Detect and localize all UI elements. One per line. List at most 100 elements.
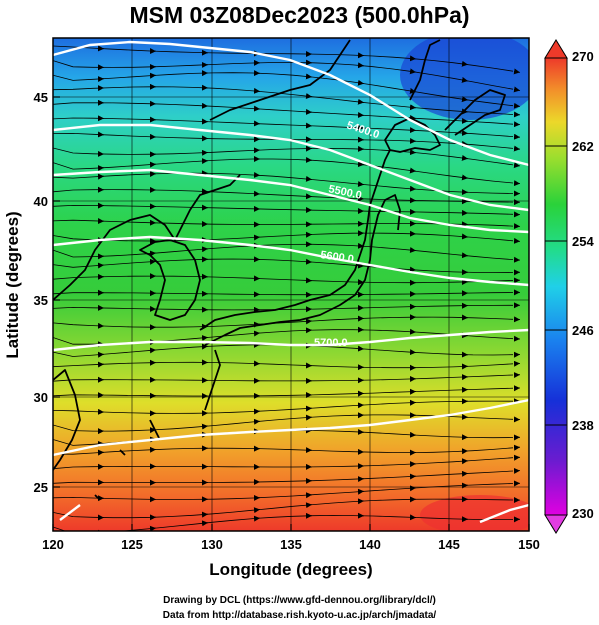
wind-arrow (357, 79, 365, 86)
wind-arrow (201, 520, 209, 527)
wind-arrow (305, 502, 313, 509)
streamline (53, 400, 514, 414)
wind-arrow (461, 252, 469, 259)
x-tick-label: 130 (201, 537, 223, 552)
colorbar-tick-label: 270 (572, 49, 594, 64)
x-axis-label: Longitude (degrees) (209, 560, 372, 579)
wind-arrow (513, 133, 521, 140)
streamline (53, 60, 514, 90)
wind-arrow (357, 262, 365, 269)
x-tick-label: 140 (359, 537, 381, 552)
streamline (53, 292, 514, 296)
wind-arrow (409, 185, 417, 192)
colorbar-tick-label: 262 (572, 139, 594, 154)
wind-arrow (409, 68, 417, 75)
wind-arrow (253, 507, 261, 514)
x-tick-label: 120 (42, 537, 64, 552)
streamline (53, 447, 514, 455)
wind-arrow (461, 154, 469, 161)
streamline (53, 275, 514, 284)
streamline (53, 86, 514, 115)
wind-arrow (409, 104, 417, 111)
y-tick-label: 30 (34, 390, 48, 405)
wind-arrow (513, 180, 521, 187)
wind-arrow (357, 161, 365, 168)
colorbar-tick-label: 246 (572, 323, 594, 338)
wind-arrow (357, 181, 365, 187)
x-tick-labels: 120 125 130 135 140 145 150 (42, 537, 540, 552)
wind-arrow (461, 60, 469, 67)
warm-region (420, 495, 529, 531)
streamline (53, 498, 514, 519)
wind-arrow (409, 149, 417, 156)
wind-arrow (461, 233, 469, 240)
colorbar-gradient (544, 57, 568, 516)
chart-title: MSM 03Z08Dec2023 (500.0hPa) (129, 2, 470, 28)
contour-label: 5700.0 (314, 337, 348, 349)
y-tick-label: 35 (34, 293, 48, 308)
wind-arrow (513, 86, 521, 93)
y-axis-label: Latitude (degrees) (3, 211, 22, 358)
colorbar: 270 262 254 246 238 230 (544, 39, 594, 534)
streamline (53, 483, 514, 500)
streamline (53, 204, 514, 215)
x-tick-label: 135 (280, 537, 302, 552)
colorbar-bottom-arrow (544, 514, 568, 534)
wind-arrow (357, 98, 365, 105)
wind-arrow (409, 167, 417, 174)
streamline (53, 374, 514, 382)
wind-arrow (253, 515, 261, 522)
wind-arrow (305, 73, 313, 80)
wind-arrow (305, 175, 313, 182)
colorbar-tick-label: 230 (572, 506, 594, 521)
streamline (53, 258, 514, 274)
streamline (53, 45, 514, 72)
credit-drawing: Drawing by DCL (https://www.gfd-dennou.o… (163, 595, 436, 606)
streamline (53, 147, 514, 166)
wind-arrow (461, 174, 469, 181)
wind-arrow (409, 55, 417, 62)
streamline (53, 102, 514, 125)
streamline (53, 117, 514, 137)
wind-arrow (201, 423, 209, 430)
wind-arrow (409, 247, 417, 253)
wind-arrow (149, 250, 157, 257)
credit-data-source: Data from http://database.rish.kyoto-u.a… (162, 610, 437, 621)
axis-ticks (52, 96, 530, 531)
wind-arrow (305, 93, 313, 99)
wind-arrow (513, 237, 521, 244)
wind-arrow (513, 102, 521, 109)
streamline (53, 232, 514, 242)
wind-arrow (513, 145, 521, 152)
x-tick-label: 150 (518, 537, 540, 552)
x-tick-label: 145 (438, 537, 460, 552)
streamline (53, 189, 514, 203)
streamline (53, 158, 514, 184)
wind-arrow (253, 330, 261, 337)
wind-arrow (253, 418, 261, 425)
streamline (53, 457, 514, 470)
streamline (53, 72, 514, 107)
map-plot: 5400.0 5500.0 5600.0 5700.0 120 125 130 … (3, 37, 594, 579)
streamline (53, 243, 514, 260)
wind-arrow (201, 335, 209, 341)
colorbar-top-arrow (544, 39, 568, 59)
wind-arrow (461, 76, 469, 83)
y-tick-label: 45 (34, 90, 48, 105)
streamline (53, 304, 514, 311)
streamline (53, 316, 514, 328)
wind-arrow (461, 96, 469, 103)
x-tick-label: 125 (121, 537, 143, 552)
wind-arrow (201, 246, 209, 253)
contour-label: 5600.0 (320, 249, 355, 266)
colorbar-tick-label: 254 (572, 234, 594, 249)
streamline (53, 387, 514, 397)
wind-arrow (513, 68, 521, 75)
wind-arrow (513, 162, 521, 169)
wind-arrow (253, 87, 261, 94)
height-contours (53, 40, 529, 524)
wind-arrow (149, 525, 157, 531)
wind-arrow (149, 347, 157, 354)
streamline (53, 470, 514, 484)
coastlines (53, 39, 506, 501)
